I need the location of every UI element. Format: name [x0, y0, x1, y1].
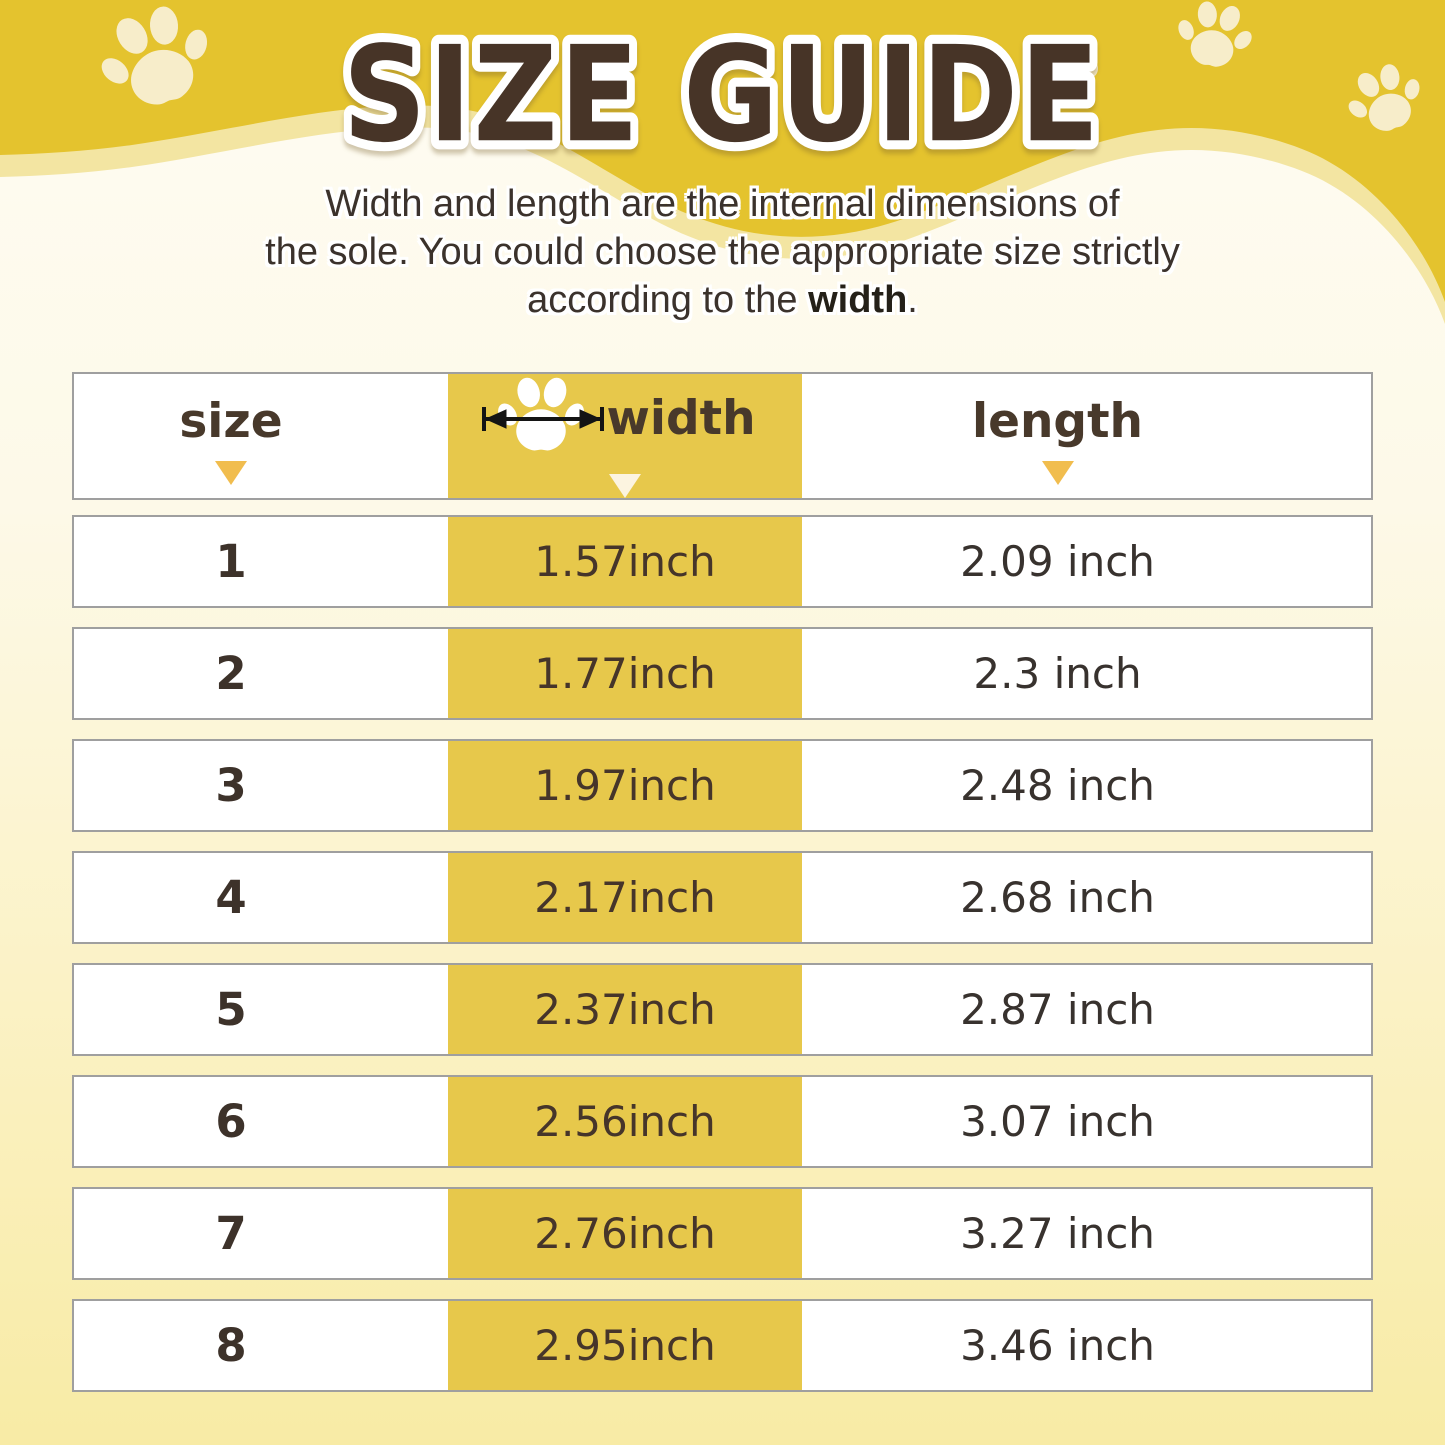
size-value: 4 — [215, 871, 247, 924]
length-value: 3.27 inch — [960, 1209, 1155, 1258]
table-row: 5 2.37inch 2.87 inch — [72, 963, 1373, 1056]
down-triangle-marker-icon — [609, 474, 641, 498]
table-row: 1 1.57inch 2.09 inch — [72, 515, 1373, 608]
length-value: 3.07 inch — [960, 1097, 1155, 1146]
size-value: 3 — [215, 759, 247, 812]
description-line-1: Width and length are the internal dimens… — [325, 183, 1120, 225]
table-row: 7 2.76inch 3.27 inch — [72, 1187, 1373, 1280]
table-row: 3 1.97inch 2.48 inch — [72, 739, 1373, 832]
size-value: 6 — [215, 1095, 247, 1148]
size-value: 8 — [215, 1319, 247, 1372]
length-value: 2.09 inch — [960, 537, 1155, 586]
table-header-row: size width — [72, 372, 1373, 500]
size-value: 7 — [215, 1207, 247, 1260]
length-value: 2.48 inch — [960, 761, 1155, 810]
size-table: size width — [72, 372, 1373, 1392]
width-value: 2.17inch — [448, 853, 802, 942]
table-row: 4 2.17inch 2.68 inch — [72, 851, 1373, 944]
table-row: 6 2.56inch 3.07 inch — [72, 1075, 1373, 1168]
length-value: 2.68 inch — [960, 873, 1155, 922]
width-value: 2.95inch — [448, 1301, 802, 1390]
length-value: 3.46 inch — [960, 1321, 1155, 1370]
length-header-label: length — [971, 393, 1144, 449]
down-triangle-marker-icon — [1041, 460, 1074, 485]
table-row: 8 2.95inch 3.46 inch — [72, 1299, 1373, 1392]
width-value: 2.56inch — [448, 1077, 802, 1166]
table-row: 2 1.77inch 2.3 inch — [72, 627, 1373, 720]
paw-width-measure-icon — [482, 374, 605, 462]
size-value: 1 — [215, 535, 247, 588]
description-bold-width: width — [808, 279, 908, 321]
description-line-3: according to the width. — [527, 279, 918, 321]
width-value: 1.57inch — [448, 517, 802, 606]
width-value: 1.77inch — [448, 629, 802, 718]
length-value: 2.3 inch — [973, 649, 1142, 698]
description: Width and length are the internal dimens… — [0, 180, 1445, 324]
width-value: 1.97inch — [448, 741, 802, 830]
description-line-2: the sole. You could choose the appropria… — [265, 231, 1180, 273]
width-header-label: width — [606, 390, 756, 446]
page-title: SIZE GUIDE — [0, 8, 1445, 180]
down-triangle-marker-icon — [215, 460, 247, 485]
column-header-width: width — [448, 374, 802, 498]
size-header-label: size — [179, 393, 283, 449]
width-value: 2.37inch — [448, 965, 802, 1054]
length-value: 2.87 inch — [960, 985, 1155, 1034]
width-value: 2.76inch — [448, 1189, 802, 1278]
title-text: SIZE GUIDE — [343, 19, 1101, 172]
size-value: 2 — [215, 647, 247, 700]
double-headed-width-arrow-icon — [482, 407, 605, 431]
size-value: 5 — [215, 983, 247, 1036]
column-header-size: size — [74, 374, 448, 498]
column-header-length: length — [802, 374, 1371, 498]
